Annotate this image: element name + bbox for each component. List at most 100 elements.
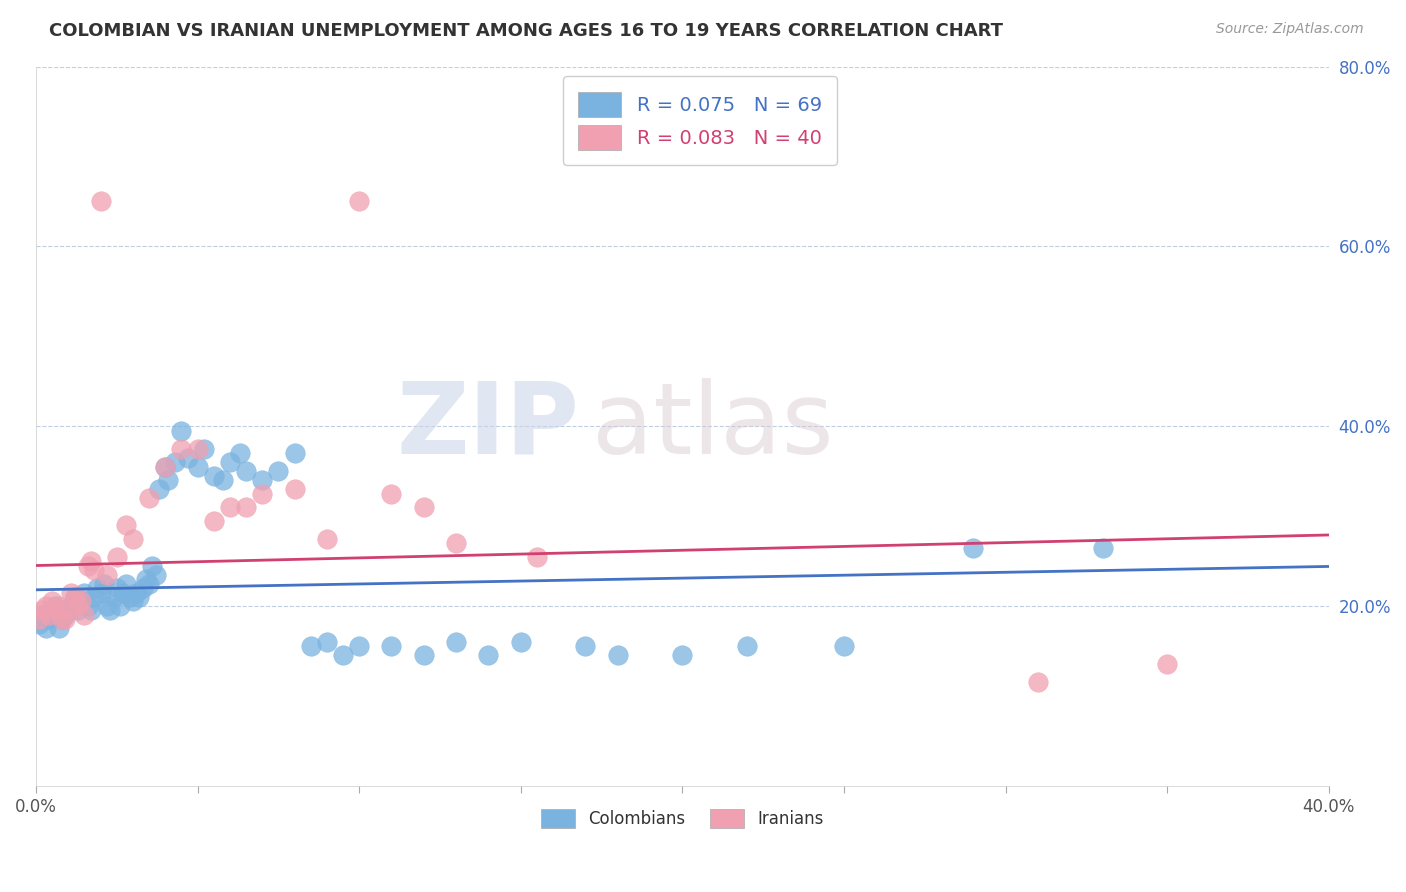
Point	[53, 607, 76, 622]
Point	[332, 648, 354, 663]
Point	[177, 450, 200, 465]
Point	[315, 635, 337, 649]
Point	[70, 594, 93, 608]
Point	[170, 442, 193, 456]
Point	[170, 424, 193, 438]
Point	[76, 558, 98, 573]
Point	[51, 612, 73, 626]
Text: atlas: atlas	[592, 377, 834, 475]
Point	[34, 599, 56, 613]
Point	[105, 581, 128, 595]
Point	[28, 617, 51, 632]
Point	[41, 594, 63, 608]
Point	[125, 585, 148, 599]
Point	[155, 459, 177, 474]
Text: ZIP: ZIP	[396, 377, 579, 475]
Point	[63, 590, 86, 604]
Point	[202, 468, 225, 483]
Point	[145, 567, 167, 582]
Point	[93, 576, 115, 591]
Point	[28, 612, 51, 626]
Point	[31, 603, 53, 617]
Point	[735, 640, 758, 654]
Point	[1091, 541, 1114, 555]
Point	[98, 603, 121, 617]
Point	[63, 590, 86, 604]
Point	[250, 486, 273, 500]
Point	[671, 648, 693, 663]
Point	[138, 491, 160, 505]
Point	[606, 648, 628, 663]
Point	[444, 635, 467, 649]
Text: Source: ZipAtlas.com: Source: ZipAtlas.com	[1216, 22, 1364, 37]
Point	[228, 446, 250, 460]
Point	[128, 590, 150, 604]
Point	[86, 581, 108, 595]
Point	[103, 590, 125, 604]
Point	[283, 446, 305, 460]
Point	[44, 603, 66, 617]
Point	[53, 612, 76, 626]
Point	[115, 518, 138, 533]
Point	[157, 473, 180, 487]
Point	[509, 635, 531, 649]
Point	[131, 581, 153, 595]
Point	[66, 599, 89, 613]
Point	[299, 640, 322, 654]
Point	[477, 648, 499, 663]
Legend: Colombians, Iranians: Colombians, Iranians	[534, 803, 830, 835]
Point	[73, 607, 96, 622]
Point	[122, 594, 145, 608]
Point	[155, 459, 177, 474]
Point	[347, 194, 370, 209]
Point	[283, 482, 305, 496]
Point	[1026, 675, 1049, 690]
Point	[96, 599, 118, 613]
Point	[83, 590, 105, 604]
Point	[141, 558, 163, 573]
Point	[163, 455, 186, 469]
Point	[90, 585, 112, 599]
Point	[962, 541, 984, 555]
Point	[250, 473, 273, 487]
Point	[135, 572, 157, 586]
Point	[70, 594, 93, 608]
Point	[90, 194, 112, 209]
Point	[218, 455, 240, 469]
Point	[38, 607, 60, 622]
Point	[83, 563, 105, 577]
Point	[832, 640, 855, 654]
Point	[574, 640, 596, 654]
Point	[526, 549, 548, 564]
Point	[380, 640, 402, 654]
Point	[60, 585, 83, 599]
Point	[186, 459, 208, 474]
Point	[202, 514, 225, 528]
Point	[112, 585, 135, 599]
Point	[44, 599, 66, 613]
Point	[48, 622, 70, 636]
Point	[60, 599, 83, 613]
Point	[118, 590, 141, 604]
Point	[315, 532, 337, 546]
Point	[105, 549, 128, 564]
Point	[48, 599, 70, 613]
Point	[148, 482, 170, 496]
Point	[186, 442, 208, 456]
Point	[58, 603, 80, 617]
Point	[412, 648, 434, 663]
Point	[96, 567, 118, 582]
Point	[80, 554, 103, 568]
Point	[73, 585, 96, 599]
Point	[51, 612, 73, 626]
Point	[41, 603, 63, 617]
Point	[212, 473, 235, 487]
Text: COLOMBIAN VS IRANIAN UNEMPLOYMENT AMONG AGES 16 TO 19 YEARS CORRELATION CHART: COLOMBIAN VS IRANIAN UNEMPLOYMENT AMONG …	[49, 22, 1004, 40]
Point	[193, 442, 215, 456]
Point	[138, 576, 160, 591]
Point	[66, 603, 89, 617]
Point	[58, 603, 80, 617]
Point	[218, 500, 240, 514]
Point	[235, 500, 257, 514]
Point	[235, 464, 257, 478]
